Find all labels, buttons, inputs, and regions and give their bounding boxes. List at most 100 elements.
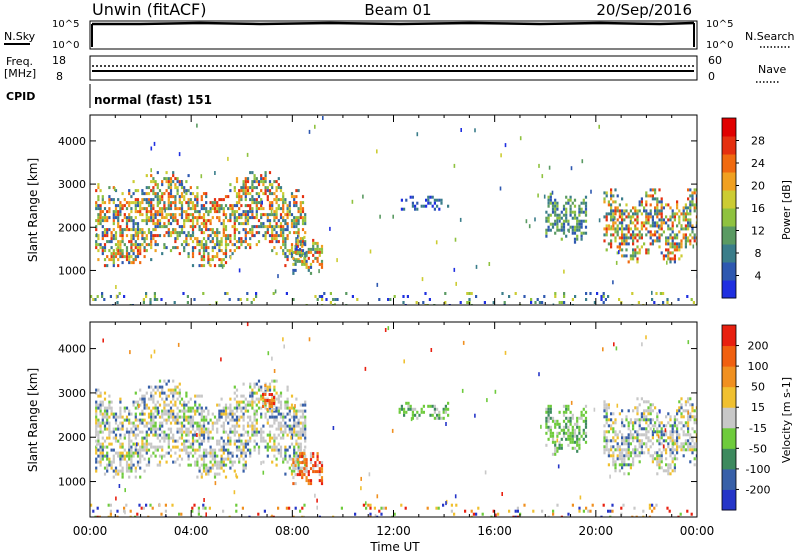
power-echo-cell: [167, 177, 170, 181]
velocity-echo-cell: [277, 406, 280, 410]
power-echo-cell: [658, 200, 661, 204]
velocity-echo-cell: [251, 427, 254, 431]
velocity-echo-cell: [108, 442, 111, 446]
power-echo-cell: [614, 209, 617, 213]
velocity-echo-cell: [627, 427, 630, 431]
power-echo-cell: [139, 210, 142, 214]
power-echo-cell: [213, 198, 217, 202]
velocity-echo-cell: [268, 445, 272, 449]
velocity-echo-cell: [647, 451, 650, 455]
power-echo-cell: [246, 243, 250, 247]
velocity-echo-cell: [242, 469, 245, 473]
power-echo-cell: [695, 194, 697, 198]
velocity-echo-cell: [154, 415, 157, 419]
power-echo-cell: [125, 252, 129, 256]
power-echo-cell: [207, 255, 210, 259]
power-echo-cell: [147, 228, 151, 232]
velocity-echo-cell: [643, 409, 646, 413]
power-echo-cell: [251, 171, 254, 175]
velocity-echo-cell: [293, 418, 296, 422]
velocity-echo-cell: [373, 506, 376, 510]
velocity-echo-cell: [240, 409, 243, 413]
velocity-noise-cell: [360, 486, 362, 491]
power-echo-cell: [576, 216, 579, 220]
velocity-echo-cell: [268, 436, 272, 440]
power-echo-cell: [209, 222, 212, 226]
velocity-noise-cell: [474, 413, 476, 418]
velocity-echo-cell: [556, 434, 559, 438]
velocity-echo-cell: [235, 448, 239, 452]
velocity-ylabel: Slant Range [km]: [26, 368, 40, 472]
velocity-echo-cell: [293, 451, 296, 455]
velocity-echo-cell: [651, 442, 654, 446]
velocity-echo-cell: [678, 445, 681, 449]
power-echo-cell: [119, 249, 122, 253]
velocity-echo-cell: [103, 439, 107, 443]
velocity-noise-cell: [662, 444, 665, 449]
velocity-echo-cell: [205, 406, 208, 410]
power-echo-cell: [101, 292, 104, 295]
nave-tick-bottom: 0: [708, 70, 715, 83]
power-echo-cell: [286, 234, 289, 238]
power-echo-cell: [244, 195, 247, 199]
velocity-echo-cell: [200, 406, 203, 410]
power-echo-cell: [174, 219, 177, 223]
velocity-echo-cell: [301, 476, 304, 480]
velocity-echo-cell: [255, 382, 258, 386]
power-noise-cell: [95, 233, 98, 238]
power-echo-cell: [222, 198, 225, 202]
power-echo-cell: [580, 222, 583, 226]
power-echo-cell: [174, 177, 177, 181]
velocity-echo-cell: [551, 431, 555, 435]
velocity-echo-cell: [290, 415, 294, 419]
velocity-echo-cell: [134, 412, 137, 416]
velocity-echo-cell: [141, 400, 144, 404]
velocity-echo-cell: [304, 424, 307, 428]
power-echo-cell: [271, 237, 274, 241]
power-echo-cell: [667, 248, 670, 252]
velocity-noise-cell: [316, 498, 318, 503]
power-noise-cell: [229, 255, 232, 260]
power-echo-cell: [257, 231, 261, 235]
velocity-echo-cell: [125, 469, 129, 473]
velocity-echo-cell: [684, 433, 687, 437]
velocity-echo-cell: [290, 403, 294, 407]
velocity-echo-cell: [165, 397, 168, 401]
power-echo-cell: [610, 197, 613, 201]
velocity-echo-cell: [299, 427, 302, 431]
velocity-echo-cell: [304, 454, 307, 458]
velocity-echo-cell: [97, 454, 100, 458]
velocity-echo-cell: [224, 412, 228, 416]
power-echo-cell: [257, 195, 261, 199]
velocity-echo-cell: [545, 416, 548, 420]
power-echo-cell: [139, 243, 142, 247]
power-echo-cell: [134, 207, 137, 211]
velocity-colorbar-tick: 200: [748, 340, 769, 353]
velocity-echo-cell: [198, 433, 201, 437]
power-echo-cell: [288, 201, 291, 205]
velocity-echo-cell: [233, 427, 236, 431]
power-echo-cell: [145, 198, 148, 202]
power-echo-cell: [108, 210, 111, 214]
velocity-echo-cell: [295, 451, 298, 455]
velocity-echo-cell: [284, 451, 287, 455]
power-echo-cell: [660, 227, 663, 231]
power-echo-cell: [235, 216, 239, 220]
velocity-echo-cell: [271, 460, 274, 464]
power-echo-cell: [260, 222, 263, 226]
velocity-echo-cell: [682, 442, 685, 446]
power-echo-cell: [290, 219, 294, 223]
velocity-echo-cell: [152, 451, 155, 455]
velocity-echo-cell: [229, 430, 232, 434]
velocity-echo-cell: [183, 403, 186, 407]
power-echo-cell: [571, 228, 574, 232]
velocity-echo-cell: [320, 476, 324, 480]
velocity-echo-cell: [187, 418, 190, 422]
power-echo-cell: [282, 234, 285, 238]
power-echo-cell: [191, 219, 195, 223]
power-echo-cell: [560, 237, 563, 241]
power-echo-cell: [582, 198, 585, 202]
velocity-echo-cell: [216, 418, 219, 422]
velocity-echo-cell: [128, 475, 131, 479]
power-echo-cell: [202, 292, 205, 295]
